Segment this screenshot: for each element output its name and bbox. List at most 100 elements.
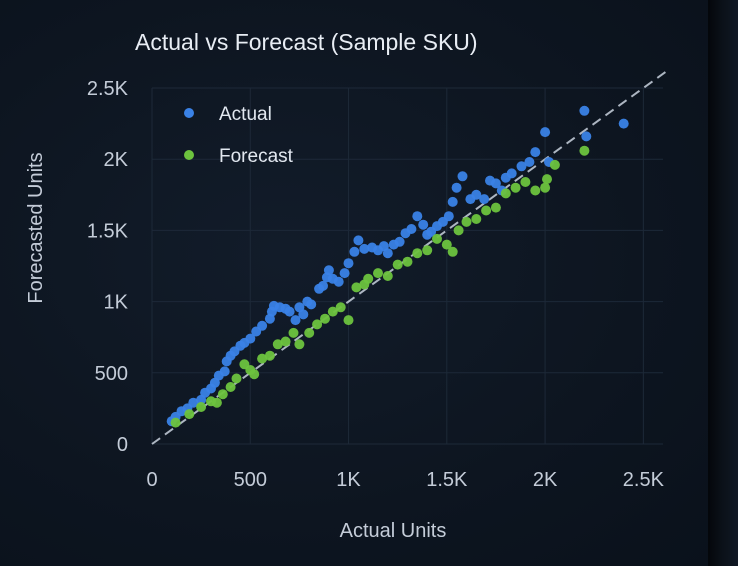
legend-actual-label: Actual: [219, 104, 272, 125]
forecast-point-46: [549, 159, 560, 170]
forecast-point-41: [510, 182, 521, 193]
actual-point-61: [479, 194, 490, 205]
forecast-point-32: [432, 233, 442, 244]
forecast-point-12: [264, 350, 275, 361]
x-tick-label-4: 2K: [533, 469, 558, 491]
actual-point-29: [306, 299, 317, 310]
actual-point-33: [323, 265, 334, 276]
actual-point-27: [298, 309, 309, 320]
forecast-point-25: [363, 273, 374, 284]
forecast-point-19: [320, 313, 330, 324]
forecast-point-26: [373, 268, 383, 279]
actual-point-37: [343, 258, 354, 269]
forecast-point-42: [520, 177, 531, 187]
actual-point-56: [447, 196, 458, 207]
forecast-point-29: [402, 256, 413, 267]
forecast-point-21: [335, 302, 346, 313]
actual-point-38: [349, 246, 360, 257]
forecast-point-5: [217, 389, 228, 400]
actual-point-60: [471, 189, 482, 200]
forecast-series: [170, 145, 590, 428]
forecast-point-45: [542, 174, 552, 185]
actual-point-48: [406, 224, 417, 234]
forecast-point-11: [257, 353, 268, 364]
y-tick-label-5: 2.5K: [87, 78, 129, 100]
forecast-point-30: [412, 248, 423, 259]
actual-point-63: [490, 178, 501, 189]
forecast-point-35: [453, 225, 464, 236]
actual-point-40: [359, 243, 370, 254]
actual-point-10: [219, 366, 230, 377]
actual-point-36: [339, 268, 350, 279]
actual-point-67: [516, 161, 527, 172]
y-tick-label-0: 0: [117, 434, 128, 456]
x-tick-label-3: 1.5K: [426, 469, 468, 491]
actual-point-24: [284, 306, 295, 317]
x-axis-label: Actual Units: [340, 520, 447, 542]
actual-point-46: [394, 236, 405, 247]
forecast-point-34: [447, 246, 458, 257]
actual-point-44: [382, 248, 393, 259]
forecast-point-17: [304, 327, 315, 338]
forecast-point-28: [392, 259, 403, 270]
forecast-point-18: [312, 319, 323, 330]
actual-point-35: [333, 276, 344, 287]
y-axis-ticks: 0 500 1K 1.5K 2K 2.5K: [87, 78, 129, 456]
y-tick-label-2: 1K: [104, 292, 129, 314]
forecast-point-47: [579, 145, 590, 156]
x-tick-label-2: 1K: [336, 469, 361, 491]
actual-point-72: [579, 105, 590, 116]
forecast-point-6: [225, 382, 236, 392]
forecast-point-33: [441, 239, 452, 250]
actual-point-70: [540, 127, 551, 138]
actual-point-49: [412, 211, 423, 222]
forecast-point-31: [422, 245, 433, 256]
actual-series: [166, 105, 629, 427]
y-tick-label-4: 2K: [104, 149, 129, 171]
forecast-point-22: [343, 315, 354, 326]
actual-point-69: [530, 147, 541, 158]
forecast-point-7: [231, 373, 242, 384]
scatter-chart: Actual vs Forecast (Sample SKU) 0 500 1K 1.…: [25, 29, 667, 542]
actual-point-18: [257, 320, 268, 331]
x-tick-label-5: 2.5K: [623, 469, 665, 491]
forecast-point-14: [280, 336, 291, 347]
forecast-point-0: [170, 417, 181, 428]
forecast-point-27: [382, 271, 393, 281]
legend-forecast-label: Forecast: [219, 146, 294, 167]
actual-point-31: [318, 280, 328, 291]
x-tick-label-0: 0: [146, 469, 157, 491]
forecast-point-44: [540, 182, 551, 193]
actual-point-16: [245, 333, 256, 344]
actual-point-39: [353, 235, 364, 246]
forecast-point-15: [288, 327, 299, 338]
actual-point-50: [418, 219, 429, 230]
actual-point-57: [451, 182, 462, 193]
actual-point-74: [618, 118, 629, 129]
forecast-point-1: [184, 409, 195, 420]
forecast-point-2: [196, 402, 207, 412]
y-axis-label: Forecasted Units: [25, 152, 47, 303]
actual-point-25: [290, 315, 301, 326]
forecast-point-43: [530, 185, 541, 196]
chart-title: Actual vs Forecast (Sample SKU): [135, 29, 478, 55]
actual-point-4: [188, 397, 199, 408]
forecast-point-4: [211, 397, 222, 408]
actual-point-68: [524, 157, 535, 167]
forecast-point-20: [327, 306, 338, 317]
right-edge-panel: [710, 0, 738, 566]
actual-point-73: [581, 131, 592, 142]
forecast-point-37: [471, 214, 482, 224]
forecast-point-39: [490, 202, 501, 213]
forecast-point-38: [481, 205, 492, 216]
y-tick-label-3: 1.5K: [87, 220, 129, 242]
grid-lines: [151, 87, 663, 445]
x-axis-ticks: 0 500 1K 1.5K 2K 2.5K: [146, 469, 664, 491]
forecast-point-13: [272, 339, 283, 350]
forecast-point-40: [500, 188, 511, 199]
actual-point-66: [506, 168, 517, 179]
forecast-point-36: [461, 216, 472, 227]
legend-actual-marker: [184, 108, 194, 118]
forecast-point-23: [351, 282, 362, 293]
y-tick-label-1: 500: [95, 363, 128, 385]
